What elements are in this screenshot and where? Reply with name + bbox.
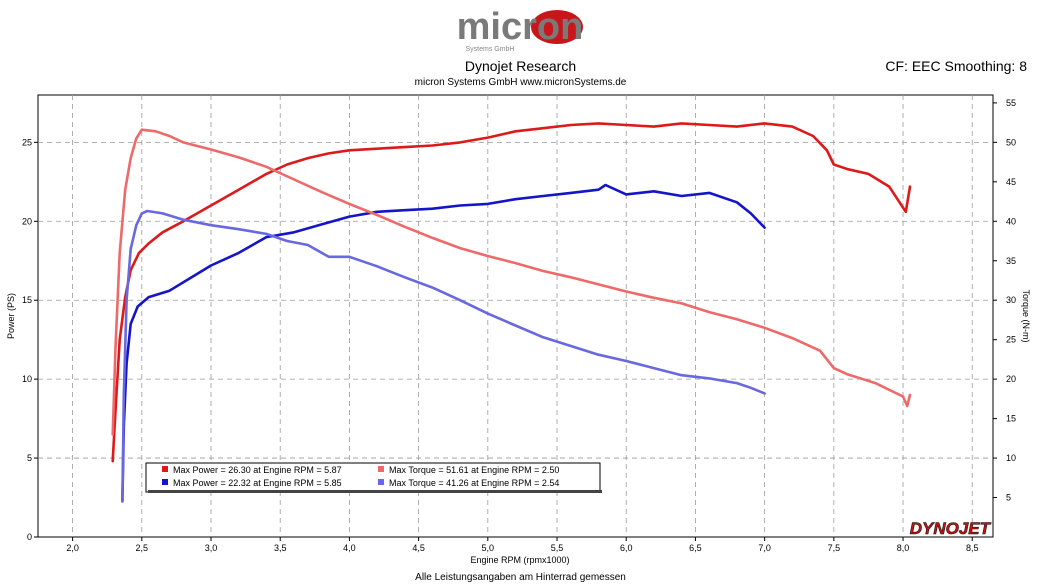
y-right-tick-label: 50 (1006, 137, 1016, 147)
y-left-tick-label: 10 (22, 374, 32, 384)
y-right-tick-label: 35 (1006, 256, 1016, 266)
legend-label-power-2: Max Power = 22.32 at Engine RPM = 5.85 (173, 478, 342, 488)
legend-box (145, 462, 601, 493)
series-group (111, 122, 912, 503)
x-tick-label: 8,0 (897, 543, 910, 553)
correction-settings: CF: EEC Smoothing: 8 (885, 58, 1027, 74)
y-left-tick-label: 15 (22, 295, 32, 305)
x-tick-label: 7,5 (828, 543, 841, 553)
logo-sub: Systems GmbH (465, 46, 514, 53)
y-right-tick-label: 20 (1006, 374, 1016, 384)
x-tick-label: 2,5 (136, 543, 149, 553)
dynojet-watermark: DYNOJET (910, 519, 992, 538)
y-right-tick-label: 25 (1006, 335, 1016, 345)
x-tick-label: 3,5 (274, 543, 287, 553)
grid-lines (38, 95, 993, 537)
y-axis-right-label: Torque (N-m) (1021, 289, 1031, 342)
y-left-tick-label: 25 (22, 137, 32, 147)
y-right-tick-label: 5 (1006, 493, 1011, 503)
y-axis-left-label: Power (PS) (6, 293, 16, 339)
x-tick-label: 5,5 (551, 543, 564, 553)
logo-wordmark: micron (457, 8, 584, 48)
y-left-tick-label: 20 (22, 216, 32, 226)
micron-logo: micron Systems GmbH (440, 6, 600, 56)
legend-label-torque-1: Max Torque = 51.61 at Engine RPM = 2.50 (389, 465, 559, 475)
report-title: Dynojet Research (464, 58, 577, 74)
x-tick-label: 4,0 (343, 543, 356, 553)
legend-swatch-torque-1 (378, 466, 384, 472)
report-subtitle: micron Systems GmbH www.micronSystems.de (414, 77, 627, 88)
legend-swatch-power-2 (162, 479, 168, 485)
x-tick-label: 4,5 (412, 543, 425, 553)
legend-label-power-1: Max Power = 26.30 at Engine RPM = 5.87 (173, 465, 342, 475)
y-left-tick-label: 0 (27, 532, 32, 542)
x-tick-label: 2,0 (66, 543, 79, 553)
axes: 2,0 2,5 3,0 3,5 4,0 4,5 5,0 5,5 6,0 6,5 7,0 7,5 8,0 8… (22, 98, 1016, 553)
legend-shadow (148, 490, 602, 493)
x-axis-label: Engine RPM (rpmx1000) (470, 555, 569, 565)
legend: Max Power = 26.30 at Engine RPM = 5.87 M… (145, 462, 602, 493)
y-right-tick-label: 55 (1006, 98, 1016, 108)
y-right-tick-label: 40 (1006, 216, 1016, 226)
micron-logo-graphic: micron Systems GmbH (457, 6, 584, 53)
legend-swatch-power-1 (162, 466, 168, 472)
y-right-tick-label: 45 (1006, 177, 1016, 187)
series-line-2 (121, 183, 766, 503)
x-tick-label: 6,5 (689, 543, 702, 553)
legend-label-torque-2: Max Torque = 41.26 at Engine RPM = 2.54 (389, 478, 559, 488)
footer-note: Alle Leistungsangaben am Hinterrad gemes… (415, 572, 626, 583)
x-tick-label: 8,5 (966, 543, 979, 553)
x-tick-label: 7,0 (758, 543, 771, 553)
series-line-3 (111, 128, 912, 436)
y-right-tick-label: 10 (1006, 453, 1016, 463)
series-line-1 (111, 122, 912, 463)
y-left-tick-label: 5 (27, 453, 32, 463)
legend-swatch-torque-2 (378, 479, 384, 485)
series-line-4 (121, 209, 766, 503)
y-right-tick-label: 15 (1006, 414, 1016, 424)
x-tick-label: 5,0 (482, 543, 495, 553)
y-right-tick-label: 30 (1006, 295, 1016, 305)
x-tick-label: 3,0 (205, 543, 218, 553)
logo-red-disc (531, 10, 583, 44)
x-tick-label: 6,0 (620, 543, 633, 553)
